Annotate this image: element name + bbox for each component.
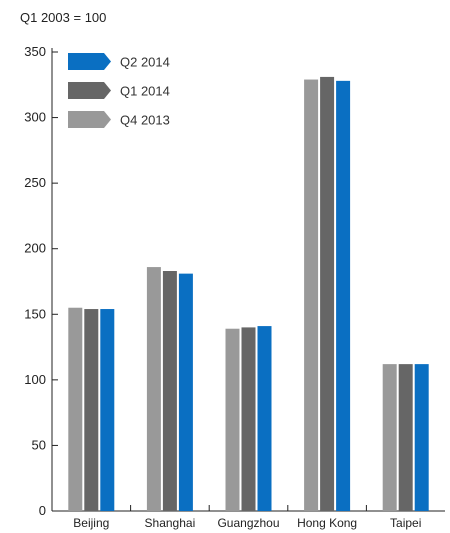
bar-guangzhou-q1-2014: [241, 327, 256, 511]
bars: [68, 76, 429, 511]
legend-label: Q1 2014: [120, 84, 170, 99]
legend-swatch: [68, 111, 111, 128]
y-tick-label: 100: [24, 372, 46, 387]
bar-taipei-q2-2014: [414, 364, 429, 511]
bar-guangzhou-q2-2014: [257, 326, 272, 511]
x-tick-label: Beijing: [73, 516, 109, 530]
y-tick-label: 250: [24, 175, 46, 190]
legend-label: Q2 2014: [120, 55, 170, 70]
y-tick-label: 200: [24, 241, 46, 256]
y-tick-label: 0: [39, 503, 46, 518]
bar-shanghai-q2-2014: [178, 273, 193, 511]
bar-beijing-q2-2014: [100, 309, 115, 511]
bar-hong-kong-q2-2014: [336, 80, 351, 511]
unit-label: Q1 2003 = 100: [20, 10, 106, 25]
x-tick-label: Guangzhou: [217, 516, 279, 530]
y-tick-label: 50: [32, 437, 46, 452]
x-tick-label: Hong Kong: [297, 516, 357, 530]
y-tick-label: 150: [24, 306, 46, 321]
bar-guangzhou-q4-2013: [225, 328, 240, 511]
legend: Q2 2014 Q1 2014 Q4 2013: [68, 53, 170, 128]
axes: 0 50 100 150 200 250 300 350 Beijing Shanghai Guan…: [24, 44, 445, 530]
bar-hong-kong-q4-2013: [304, 79, 319, 511]
bar-beijing-q4-2013: [68, 307, 83, 511]
legend-label: Q4 2013: [120, 113, 170, 128]
legend-swatch: [68, 53, 111, 70]
x-tick-label: Taipei: [390, 516, 421, 530]
bar-hong-kong-q1-2014: [320, 76, 335, 511]
bar-taipei-q4-2013: [382, 364, 397, 511]
y-tick-label: 350: [24, 44, 46, 59]
bar-shanghai-q4-2013: [146, 267, 161, 511]
legend-swatch: [68, 82, 111, 99]
bar-taipei-q1-2014: [398, 364, 413, 511]
x-tick-label: Shanghai: [145, 516, 196, 530]
y-tick-label: 300: [24, 110, 46, 125]
bar-beijing-q1-2014: [84, 309, 99, 511]
bar-shanghai-q1-2014: [162, 271, 177, 511]
